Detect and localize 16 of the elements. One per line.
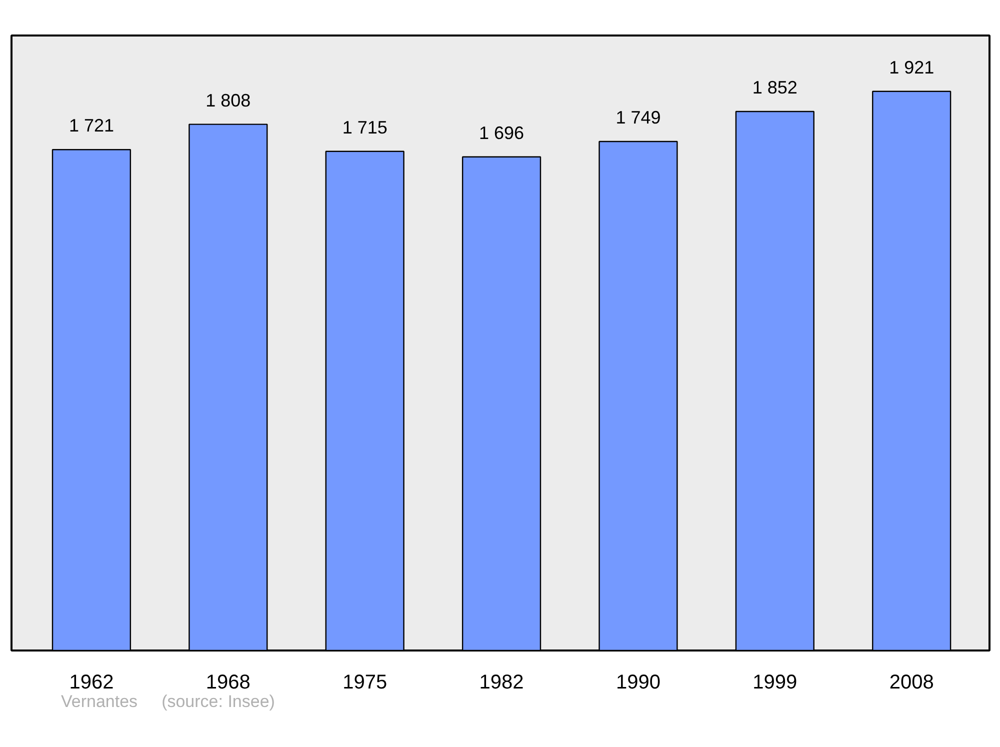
text: Vernantes: [61, 692, 138, 711]
data-label: 1 808: [206, 90, 251, 110]
x-tick-label: 1982: [479, 672, 524, 694]
x-tick-label: 1990: [616, 672, 660, 694]
data-label: 1 696: [479, 122, 524, 143]
x-tick-label: 1962: [69, 672, 114, 694]
x-tick-label: 1999: [752, 672, 798, 694]
data-label: 1 921: [889, 57, 934, 78]
data-label: 1 721: [68, 116, 114, 136]
data-label: 1 715: [342, 117, 388, 138]
data-label: 1 749: [616, 107, 661, 128]
data-label: 1 852: [752, 77, 798, 98]
x-tick-label: 2008: [889, 672, 934, 694]
text: (source: Insee): [162, 692, 275, 711]
x-tick-label: 1975: [342, 672, 388, 694]
x-tick-label: 1968: [206, 672, 250, 694]
